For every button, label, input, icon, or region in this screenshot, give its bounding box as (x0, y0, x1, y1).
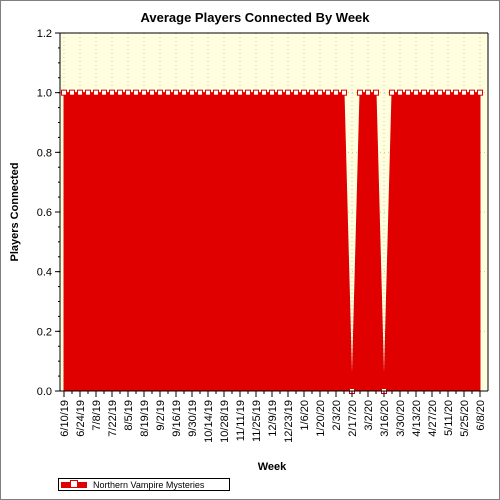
series-markers (61, 89, 483, 394)
x-tick-label: 9/30/19 (187, 400, 199, 437)
y-tick-label: 1.0 (37, 88, 52, 100)
x-tick-label: 1/20/20 (315, 400, 327, 437)
x-tick-label: 8/5/19 (123, 400, 135, 431)
x-tick-label: 6/8/20 (475, 400, 487, 431)
data-point (173, 89, 179, 96)
y-tick-label: 1.2 (37, 28, 52, 40)
data-point (333, 89, 339, 96)
data-point (157, 89, 163, 96)
x-tick-label: 10/14/19 (203, 400, 215, 443)
legend-marker (70, 480, 78, 488)
data-point (285, 89, 291, 96)
x-tick-label: 9/16/19 (171, 400, 183, 437)
data-point (341, 89, 347, 96)
data-point (453, 89, 459, 96)
data-point (469, 89, 475, 96)
x-tick-label: 7/22/19 (107, 400, 119, 437)
data-point (437, 89, 443, 96)
x-tick-label: 3/30/20 (395, 400, 407, 437)
x-tick-label: 5/25/20 (459, 400, 471, 437)
data-point (181, 89, 187, 96)
y-tick-label: 0.6 (37, 207, 52, 219)
x-tick-label: 11/25/19 (251, 400, 263, 442)
x-tick-label: 2/3/20 (331, 400, 343, 431)
x-tick-label: 3/2/20 (363, 400, 375, 431)
x-tick-label: 2/17/20 (347, 400, 359, 437)
x-tick-label: 8/19/19 (139, 400, 151, 437)
y-tick-label: 0.4 (37, 267, 52, 279)
data-point (165, 89, 171, 96)
data-point (477, 89, 483, 96)
data-point (197, 89, 203, 96)
data-point (141, 89, 147, 96)
legend-label: Northern Vampire Mysteries (93, 480, 205, 490)
data-point (109, 89, 115, 96)
y-tick-label: 0.2 (37, 326, 52, 338)
y-tick-label: 0.8 (37, 147, 52, 159)
data-point (389, 89, 395, 96)
x-tick-label: 4/27/20 (427, 400, 439, 437)
x-tick-label: 11/11/19 (235, 400, 247, 441)
data-point (397, 89, 403, 96)
data-point (373, 89, 379, 96)
data-point (325, 89, 331, 96)
data-point (413, 89, 419, 96)
data-point (237, 89, 243, 96)
x-tick-label: 12/9/19 (267, 400, 279, 437)
data-point (293, 89, 299, 96)
data-point (421, 89, 427, 96)
x-tick-label: 10/28/19 (219, 400, 231, 443)
data-point (69, 89, 75, 96)
data-point (117, 89, 123, 96)
data-point (133, 89, 139, 96)
x-tick-label: 9/2/19 (155, 400, 167, 431)
data-point (189, 89, 195, 96)
x-tick-label: 6/24/19 (75, 400, 87, 437)
data-point (429, 89, 435, 96)
chart-title: Average Players Connected By Week (140, 10, 370, 25)
x-tick-label: 7/8/19 (91, 400, 103, 431)
y-axis: 0.0 0.2 0.4 0.6 0.8 1.0 1.2 (37, 28, 60, 398)
data-point (245, 89, 251, 96)
data-point (365, 89, 371, 96)
y-axis-label: Players Connected (9, 162, 21, 261)
data-point (461, 89, 467, 96)
data-point (221, 89, 227, 96)
x-axis-label: Week (258, 461, 287, 473)
data-point (85, 89, 91, 96)
y-tick-label: 0.0 (37, 386, 52, 398)
data-point (269, 89, 275, 96)
data-point (229, 89, 235, 96)
data-point (125, 89, 131, 96)
data-point (357, 89, 363, 96)
x-tick-label: 12/23/19 (283, 400, 295, 443)
data-point (93, 89, 99, 96)
data-point (301, 89, 307, 96)
data-point (317, 89, 323, 96)
x-axis: 6/10/19 6/24/19 7/8/19 7/22/19 8/5/19 8/19/19… (59, 391, 487, 443)
data-point (445, 89, 451, 96)
data-point (213, 89, 219, 96)
legend: Northern Vampire Mysteries (58, 478, 230, 491)
x-tick-label: 1/6/20 (299, 400, 311, 431)
data-point (405, 89, 411, 96)
data-point (61, 89, 67, 96)
data-point (101, 89, 107, 96)
x-tick-label: 4/13/20 (411, 400, 423, 437)
x-tick-label: 5/11/20 (443, 400, 455, 436)
data-point (277, 89, 283, 96)
data-point (149, 89, 155, 96)
series-area (63, 92, 481, 392)
data-point (261, 89, 267, 96)
data-point (309, 89, 315, 96)
data-point (77, 89, 83, 96)
series-area-fill (63, 92, 481, 392)
data-point (253, 89, 259, 96)
x-tick-label: 3/16/20 (379, 400, 391, 437)
data-point (205, 89, 211, 96)
x-tick-label: 6/10/19 (59, 400, 71, 437)
